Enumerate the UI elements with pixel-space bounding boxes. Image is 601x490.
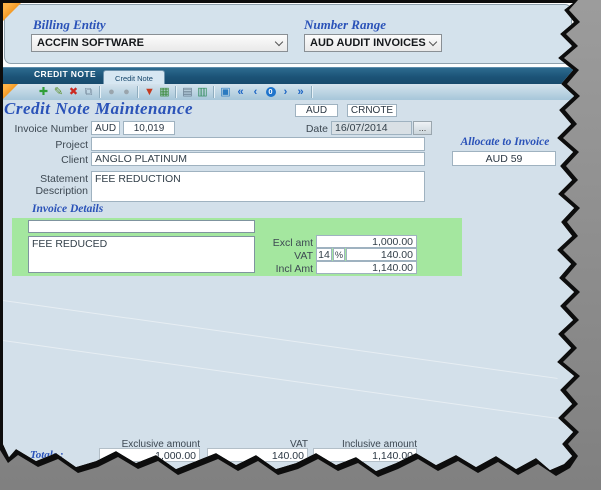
vat-label: VAT	[294, 250, 313, 262]
previous-record-icon[interactable]: ‹	[253, 86, 258, 98]
invoice-number-field[interactable]: 10,019	[123, 121, 175, 135]
post-icon[interactable]: ▼	[144, 86, 155, 98]
page-title: Credit Note Maintenance	[4, 99, 194, 118]
invoice-details-panel: FEE REDUCED Excl amt 1,000.00 VAT 14 % 1…	[12, 218, 462, 276]
last-record-icon[interactable]: »	[297, 86, 304, 98]
date-label: Date	[305, 123, 328, 135]
copy-icon[interactable]: ⧉	[84, 86, 93, 98]
toolbar-separator	[311, 86, 313, 98]
delete-icon[interactable]: ✖	[68, 86, 79, 98]
print-icon[interactable]: ▤	[182, 86, 193, 98]
toolbar-separator	[213, 86, 215, 98]
toolbar-separator	[99, 86, 101, 98]
totals-inclusive-value: 1,140.00	[313, 448, 417, 462]
tab-label: Credit Note	[115, 73, 153, 83]
toolbar-separator	[175, 86, 177, 98]
allocate-to-invoice-heading: Allocate to Invoice	[460, 136, 550, 148]
undo-disabled-icon[interactable]: ●	[108, 86, 115, 98]
billing-entity-label: Billing Entity	[33, 17, 106, 32]
client-input[interactable]	[91, 152, 425, 166]
incl-amt-label: Incl Amt	[275, 263, 313, 275]
project-input[interactable]	[91, 137, 425, 151]
watermark-line	[3, 300, 558, 379]
date-field[interactable]: 16/07/2014	[331, 121, 412, 135]
billing-entity-value: ACCFIN SOFTWARE	[37, 37, 144, 49]
number-range-select[interactable]: AUD AUDIT INVOICES	[304, 34, 442, 52]
number-range-label: Number Range	[304, 17, 386, 32]
detail-description-input[interactable]: FEE REDUCED	[28, 236, 255, 273]
doc-prefix-field[interactable]: AUD	[295, 104, 338, 117]
print-preview-icon[interactable]: ▥	[197, 86, 208, 98]
new-document-icon[interactable]: ✚	[38, 86, 49, 98]
doc-type-field[interactable]: CRNOTE	[347, 104, 397, 117]
totals-col-exclusive-label: Exclusive amount	[121, 439, 200, 450]
excl-amt-label: Excl amt	[272, 237, 313, 249]
statement-description-label: Statement Description	[35, 173, 88, 197]
invoice-prefix-field[interactable]: AUD	[91, 121, 120, 135]
excl-amt-field[interactable]: 1,000.00	[316, 235, 417, 248]
allocate-invoice-field[interactable]: AUD 59	[452, 151, 556, 166]
vat-percent-sign: %	[333, 248, 345, 261]
edit-icon[interactable]: ✎	[53, 86, 64, 98]
first-record-icon[interactable]: «	[237, 86, 244, 98]
grid-icon[interactable]: ▦	[159, 86, 170, 98]
totals-col-inclusive-label: Inclusive amount	[341, 439, 417, 450]
tab-credit-note[interactable]: Credit Note	[103, 70, 165, 85]
invoice-number-label: Invoice Number	[14, 123, 88, 135]
chevron-down-icon	[274, 37, 284, 47]
invoice-details-heading: Invoice Details	[32, 203, 104, 215]
totals-col-vat-label: VAT	[290, 439, 308, 450]
current-record-icon[interactable]: 0	[263, 84, 278, 100]
form-view-icon[interactable]: ▣	[220, 86, 231, 98]
billing-entity-select[interactable]: ACCFIN SOFTWARE	[31, 34, 288, 52]
next-record-icon[interactable]: ›	[283, 86, 288, 98]
watermark-line	[3, 340, 558, 419]
titlebar-caption: CREDIT NOTE	[34, 69, 97, 79]
vat-rate-field[interactable]: 14	[316, 248, 332, 261]
date-browse-button[interactable]: ...	[413, 121, 432, 135]
chevron-down-icon	[428, 37, 438, 47]
incl-amt-field[interactable]: 1,140.00	[316, 261, 417, 274]
redo-disabled-icon[interactable]: ●	[123, 86, 130, 98]
billing-panel: Billing Entity ACCFIN SOFTWARE Number Ra…	[4, 4, 572, 64]
toolbar-separator	[137, 86, 139, 98]
project-label: Project	[55, 139, 88, 151]
client-label: Client	[61, 154, 88, 166]
number-range-value: AUD AUDIT INVOICES	[310, 37, 426, 49]
totals-vat-value: 140.00	[207, 448, 308, 462]
detail-line-input[interactable]	[28, 220, 255, 233]
record-zero-badge: 0	[265, 87, 276, 97]
statement-description-input[interactable]: FEE REDUCTION	[91, 171, 425, 202]
toolbar: ✚ ✎ ✖ ⧉ ● ● ▼ ▦ ▤ ▥ ▣ « ‹ 0 › »	[3, 84, 574, 100]
vat-amount-field[interactable]: 140.00	[346, 248, 417, 261]
